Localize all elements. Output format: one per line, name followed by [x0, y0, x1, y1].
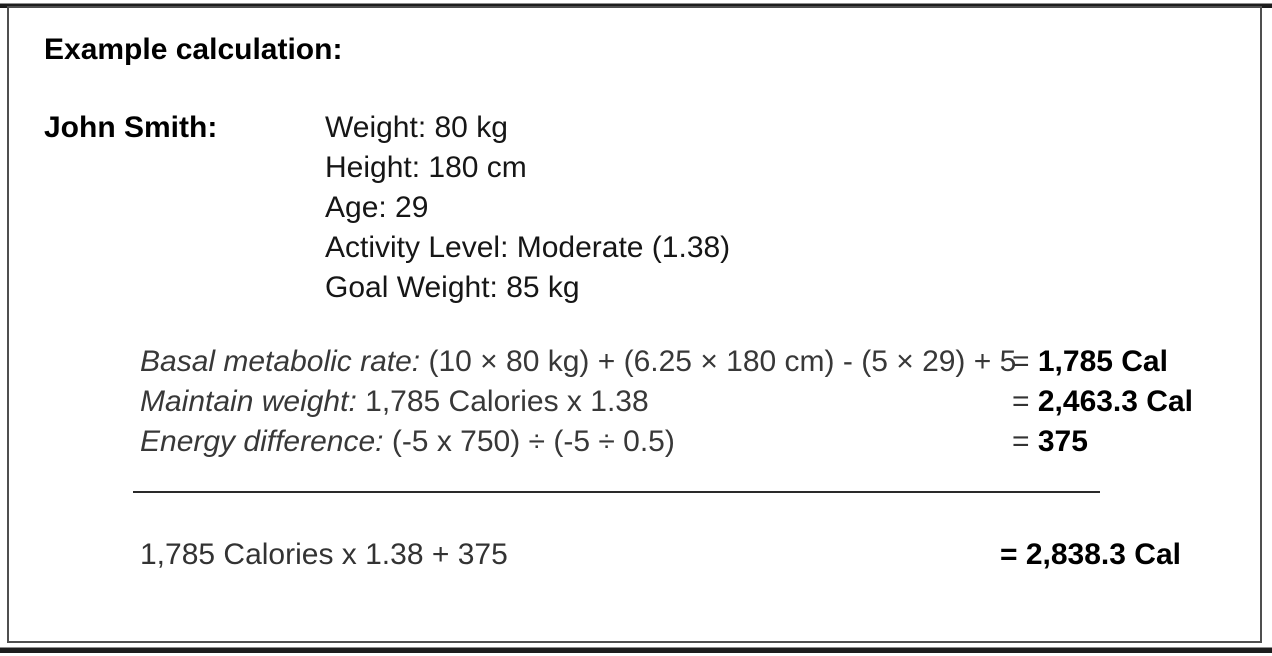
figure-heading: Example calculation: [44, 33, 343, 66]
equals-sign: = [1012, 385, 1038, 418]
formula-row-bmr: Basal metabolic rate: (10 × 80 kg) + (6.… [0, 342, 1272, 382]
equals-sign: = [1012, 425, 1038, 458]
formula-result-bmr: 1,785 Cal [1037, 345, 1168, 378]
person-detail-row: Weight: 80 kg [0, 108, 1272, 148]
formula-result-energy-difference: 375 [1037, 425, 1088, 458]
person-detail-activity-level: Activity Level: Moderate (1.38) [325, 231, 731, 264]
formula-label-bmr: Basal metabolic rate: [140, 345, 421, 378]
total-expression: 1,785 Calories x 1.38 + 375 [140, 538, 508, 571]
person-detail-row: Age: 29 [0, 188, 1272, 228]
formula-row-maintain: Maintain weight: 1,785 Calories x 1.38 =… [0, 382, 1272, 422]
bottom-border-bar [0, 647, 1272, 653]
total-result: = 2,838.3 Cal [1000, 538, 1181, 571]
total-row: 1,785 Calories x 1.38 + 375 = 2,838.3 Ca… [0, 535, 1272, 575]
equals-sign: = [1012, 345, 1038, 378]
divider-line [133, 491, 1100, 493]
figure-border-box [7, 6, 1262, 643]
person-detail-row: Height: 180 cm [0, 148, 1272, 188]
formula-expression-maintain: 1,785 Calories x 1.38 [365, 385, 649, 418]
top-border-bar [0, 3, 1272, 8]
person-detail-age: Age: 29 [325, 191, 429, 224]
formula-result-maintain: 2,463.3 Cal [1037, 385, 1193, 418]
formula-label-maintain: Maintain weight: [140, 385, 357, 418]
formula-row-energy-difference: Energy difference: (-5 x 750) ÷ (-5 ÷ 0.… [0, 422, 1272, 462]
formula-expression-bmr: (10 × 80 kg) + (6.25 × 180 cm) - (5 × 29… [428, 345, 1017, 378]
person-detail-row: Activity Level: Moderate (1.38) [0, 228, 1272, 268]
person-name: John Smith: [44, 111, 218, 144]
person-detail-height: Height: 180 cm [325, 151, 527, 184]
person-detail-row: Goal Weight: 85 kg [0, 268, 1272, 308]
formula-expression-energy-difference: (-5 x 750) ÷ (-5 ÷ 0.5) [391, 425, 675, 458]
person-detail-weight: Weight: 80 kg [325, 111, 508, 144]
formula-label-energy-difference: Energy difference: [140, 425, 384, 458]
person-detail-goal-weight: Goal Weight: 85 kg [325, 271, 580, 304]
